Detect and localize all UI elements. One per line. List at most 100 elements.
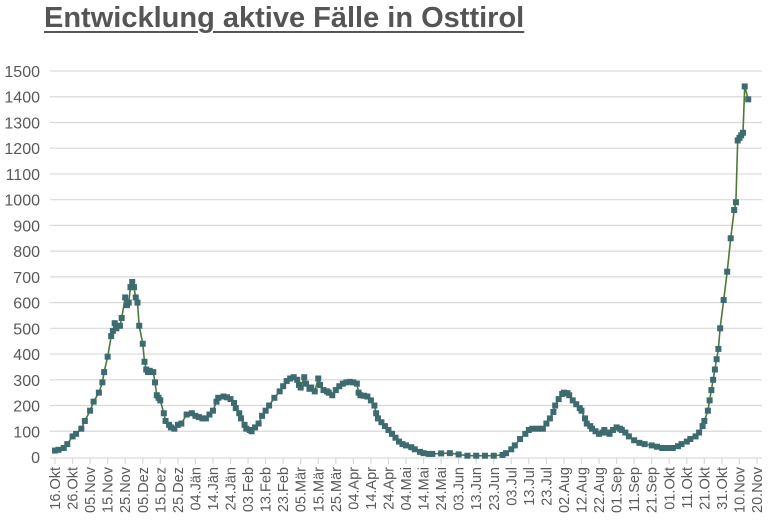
data-point-marker [101, 369, 108, 376]
x-tick-label: 02.Aug [557, 467, 573, 513]
data-point-marker [601, 426, 608, 433]
data-point-marker [566, 392, 573, 399]
data-point-marker [280, 383, 287, 390]
data-point-marker [336, 383, 343, 390]
x-tick-label: 23.Jun [487, 467, 503, 511]
data-point-marker [231, 399, 238, 406]
data-point-marker [357, 392, 364, 399]
data-point-marker [653, 443, 660, 450]
x-axis: 16.Okt 26.Okt 05.Nov 15.Nov 25.Nov 05.Dez 15.D… [48, 457, 766, 513]
data-point-marker [546, 415, 553, 422]
data-point-marker [116, 322, 123, 329]
data-point-marker [706, 397, 713, 404]
data-point-marker [403, 442, 409, 449]
data-point-marker [232, 405, 239, 412]
data-point-marker [99, 379, 106, 386]
data-point-marker [699, 423, 706, 430]
x-tick-label: 03.Jun [452, 467, 468, 511]
data-point-marker [287, 375, 294, 382]
data-point-marker [192, 412, 199, 419]
data-point-marker [481, 452, 488, 459]
chart-title: Entwicklung aktive Fälle in Osttirol [44, 2, 525, 34]
data-point-marker [534, 425, 541, 432]
data-point-marker [73, 430, 80, 437]
y-axis-labels: 0 100 200 300 400 500 600 700 800 900 1000 1100 1200… [4, 64, 40, 467]
data-point-marker [625, 433, 632, 440]
data-point-marker [683, 438, 690, 445]
x-tick-label: 11.Sep [627, 467, 643, 512]
data-point-marker [236, 410, 243, 417]
data-point-marker [739, 129, 746, 136]
data-point-marker [60, 444, 67, 451]
x-tick-label: 15.Dez [153, 467, 169, 513]
x-tick-label: 04.Mai [399, 467, 415, 511]
data-point-marker [408, 444, 415, 451]
data-point-marker [618, 426, 625, 433]
data-point-marker [109, 327, 116, 334]
data-point-marker [78, 425, 85, 432]
data-point-marker [255, 420, 262, 427]
x-tick-label: 14.Jän [206, 467, 222, 511]
data-point-marker [81, 417, 88, 424]
data-point-marker [613, 424, 620, 431]
data-point-marker [111, 320, 118, 327]
data-point-marker [294, 376, 301, 383]
data-point-marker [732, 199, 739, 206]
data-point-marker [167, 424, 174, 431]
data-point-marker [227, 396, 234, 403]
data-point-marker [731, 206, 738, 213]
data-point-marker [69, 433, 76, 440]
data-point-marker [552, 402, 559, 409]
x-tick-label: 13.Jul [522, 467, 538, 506]
data-point-marker [350, 379, 357, 386]
data-point-marker [367, 397, 374, 404]
x-tick-label: 04.Apr [346, 467, 362, 510]
y-tick-label: 1300 [4, 115, 40, 132]
data-point-marker [118, 315, 125, 322]
data-point-marker [271, 394, 278, 401]
data-point-marker [241, 421, 248, 428]
data-point-marker [490, 452, 497, 459]
y-tick-label: 1100 [6, 167, 41, 184]
data-point-marker [171, 425, 178, 432]
data-point-marker [243, 425, 250, 432]
data-point-marker [388, 430, 395, 437]
x-tick-label: 15.Mär [311, 467, 327, 512]
data-point-marker [631, 437, 638, 444]
data-point-marker [178, 420, 185, 427]
data-point-marker [329, 392, 336, 399]
data-point-marker [199, 415, 206, 422]
data-point-marker [727, 235, 734, 242]
data-point-marker [104, 353, 111, 360]
data-point-marker [438, 450, 445, 457]
data-point-marker [195, 414, 202, 421]
x-tick-label: 03.Jul [504, 467, 520, 506]
data-point-marker [675, 443, 682, 450]
data-point-marker [381, 423, 388, 430]
data-point-marker [215, 394, 222, 401]
data-point-marker [720, 297, 727, 304]
data-point-marker [420, 450, 427, 457]
data-point-marker [560, 389, 567, 396]
data-point-marker [589, 425, 596, 432]
data-point-marker [339, 380, 346, 387]
x-tick-label: 21.Sep [645, 467, 661, 513]
x-tick-label: 22.Aug [592, 467, 608, 513]
data-point-marker [503, 450, 510, 457]
data-point-marker [741, 83, 748, 90]
data-point-marker [701, 417, 708, 424]
y-tick-label: 1400 [4, 90, 40, 107]
data-point-marker [464, 452, 471, 459]
data-point-marker [659, 444, 666, 451]
data-point-marker [715, 345, 722, 352]
data-point-marker [704, 407, 711, 414]
data-point-marker [262, 407, 269, 414]
x-tick-label: 05.Nov [83, 466, 99, 513]
data-point-marker [283, 378, 290, 385]
data-point-marker [592, 428, 599, 435]
data-point-marker [152, 379, 159, 386]
data-point-marker [610, 426, 617, 433]
data-point-marker [183, 411, 190, 418]
data-point-marker [252, 424, 259, 431]
x-tick-label: 23.Jul [539, 467, 555, 506]
